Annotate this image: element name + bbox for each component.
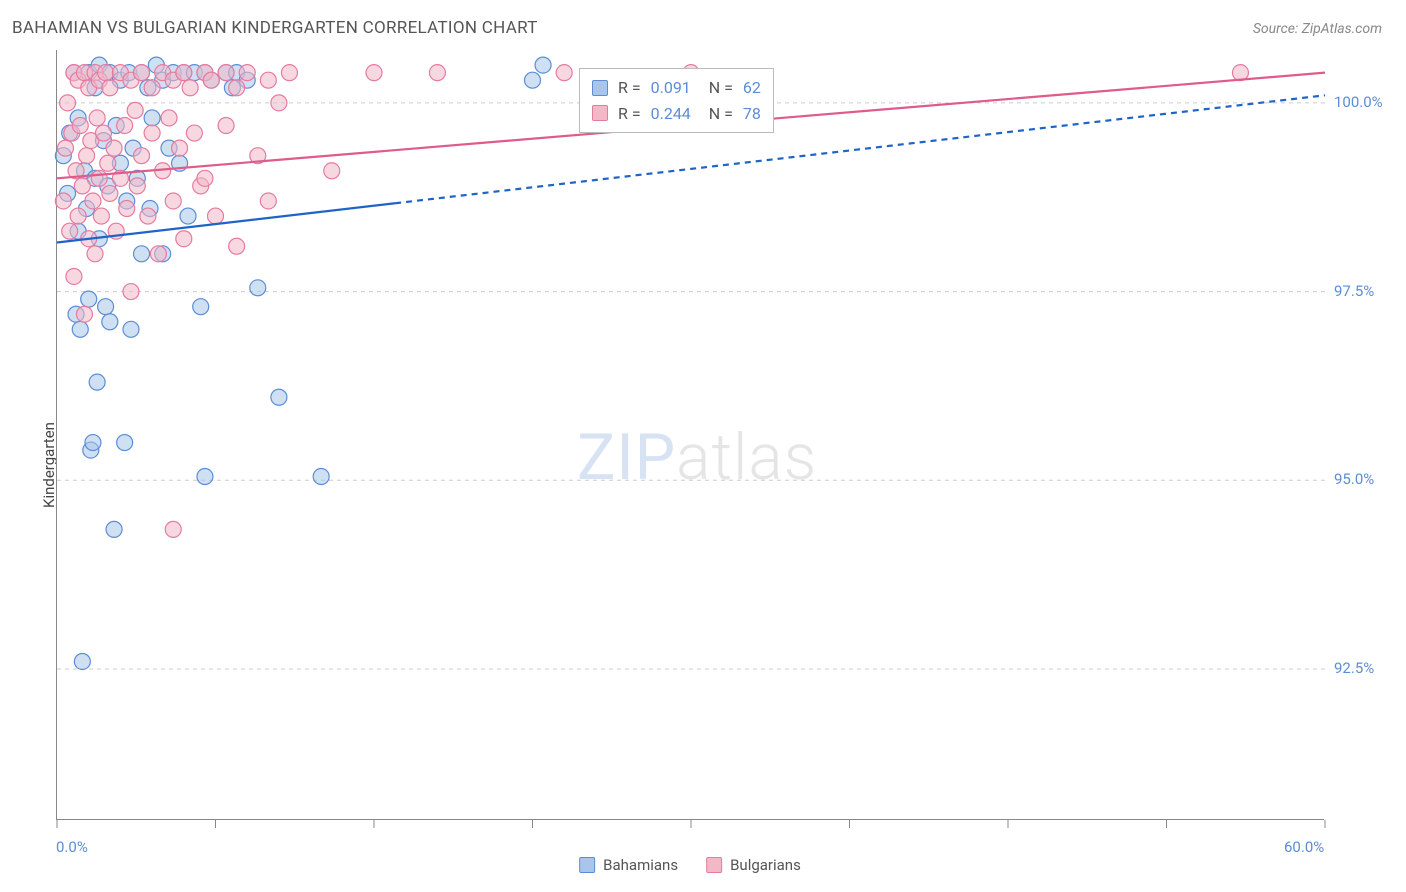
stat-n-value: 62 [743,75,761,101]
stat-r-value: 0.244 [651,101,691,127]
stat-r-label: R = [618,101,641,127]
x-tick-label: 0.0% [56,838,88,856]
y-tick-label: 97.5% [1334,282,1374,300]
stat-r-value: 0.091 [651,75,691,101]
chart-header: BAHAMIAN VS BULGARIAN KINDERGARTEN CORRE… [0,0,1406,46]
legend-item: Bahamians [579,856,678,874]
stat-n-label: N = [701,101,733,127]
stat-r-label: R = [618,75,641,101]
correlation-stats-box: R = 0.091 N = 62R = 0.244 N = 78 [579,68,774,133]
legend-label: Bulgarians [730,856,801,874]
legend-item: Bulgarians [706,856,801,874]
stats-row: R = 0.091 N = 62 [592,75,761,101]
legend-swatch [706,857,722,873]
y-tick-label: 95.0% [1334,470,1374,488]
scatter-svg [57,50,1325,820]
stats-row: R = 0.244 N = 78 [592,101,761,127]
legend-swatch [592,80,608,96]
x-tick-label: 60.0% [1284,838,1324,856]
y-tick-label: 92.5% [1334,659,1374,677]
legend-swatch [592,105,608,121]
stat-n-value: 78 [743,101,761,127]
plot-region: ZIPatlas R = 0.091 N = 62R = 0.244 N = 7… [56,50,1324,820]
chart-area: Kindergarten ZIPatlas R = 0.091 N = 62R … [12,50,1394,880]
legend-swatch [579,857,595,873]
chart-source: Source: ZipAtlas.com [1253,21,1382,37]
legend: Bahamians Bulgarians [579,856,801,874]
stat-n-label: N = [701,75,733,101]
chart-title: BAHAMIAN VS BULGARIAN KINDERGARTEN CORRE… [12,18,538,38]
legend-label: Bahamians [603,856,678,874]
y-tick-label: 100.0% [1334,93,1383,111]
